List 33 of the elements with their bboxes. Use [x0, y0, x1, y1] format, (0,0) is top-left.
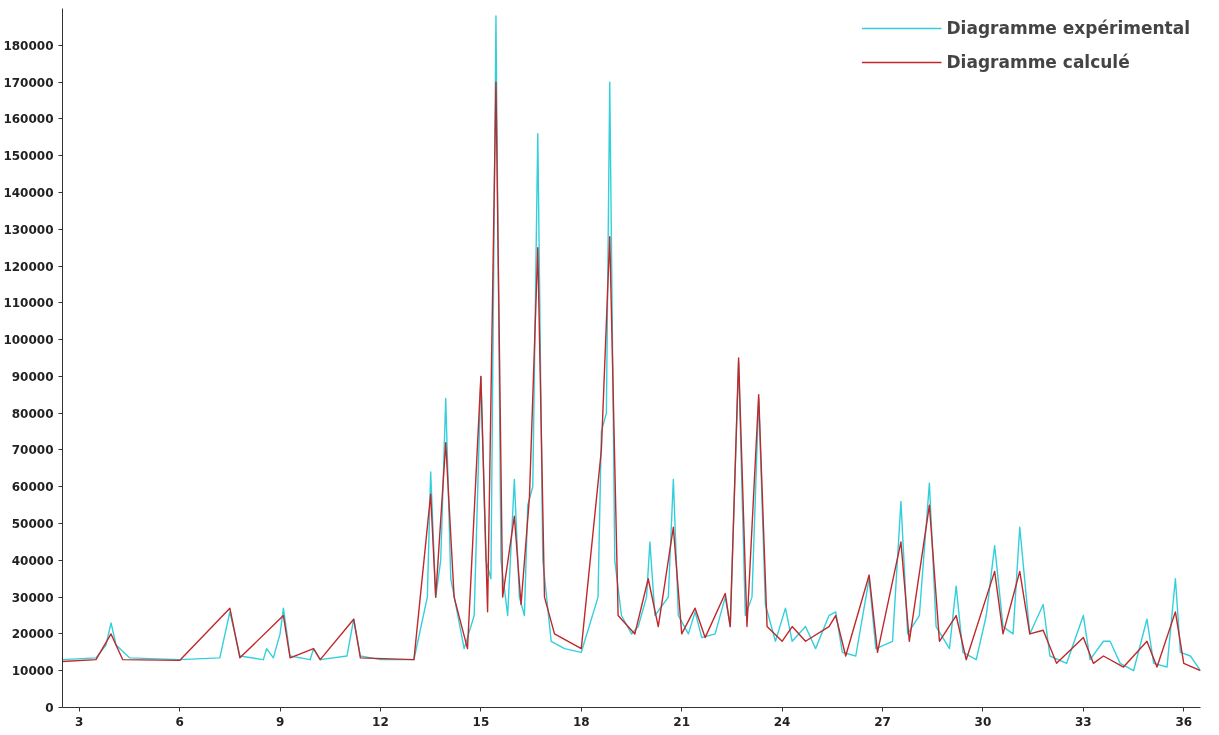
y-tick-label: 180000 [3, 38, 54, 53]
y-tick-label: 90000 [11, 369, 54, 384]
y-tick-label: 110000 [3, 296, 54, 311]
y-tick-label: 70000 [11, 443, 54, 458]
y-tick-label: 20000 [11, 627, 54, 642]
y-tick-label: 10000 [11, 664, 54, 679]
y-tick-label: 150000 [3, 149, 54, 164]
x-tick-label: 3 [75, 714, 84, 729]
x-tick-label: 30 [974, 714, 992, 729]
x-tick-label: 15 [472, 714, 490, 729]
x-tick-label: 12 [372, 714, 389, 729]
x-tick-label: 6 [175, 714, 184, 729]
y-tick-label: 80000 [11, 406, 54, 421]
x-tick-label: 36 [1175, 714, 1193, 729]
y-tick-label: 100000 [3, 333, 54, 348]
x-tick-label: 33 [1075, 714, 1092, 729]
legend-label: Diagramme expérimental [946, 18, 1190, 38]
x-tick-label: 24 [773, 714, 791, 729]
y-tick-label: 40000 [11, 553, 54, 568]
y-tick-label: 0 [45, 701, 54, 715]
y-tick-label: 140000 [3, 185, 54, 200]
x-tick-label: 18 [572, 714, 590, 729]
y-tick-label: 30000 [11, 590, 54, 605]
y-tick-label: 120000 [3, 259, 54, 274]
x-tick-label: 9 [275, 714, 285, 729]
y-tick-label: 50000 [11, 517, 54, 532]
y-tick-label: 160000 [3, 112, 54, 127]
y-tick-label: 60000 [11, 480, 54, 495]
x-tick-label: 27 [874, 714, 891, 729]
y-tick-label: 130000 [3, 222, 54, 237]
y-tick-label: 170000 [3, 75, 54, 90]
x-tick-label: 21 [673, 714, 691, 729]
legend-label: Diagramme calculé [946, 52, 1130, 72]
